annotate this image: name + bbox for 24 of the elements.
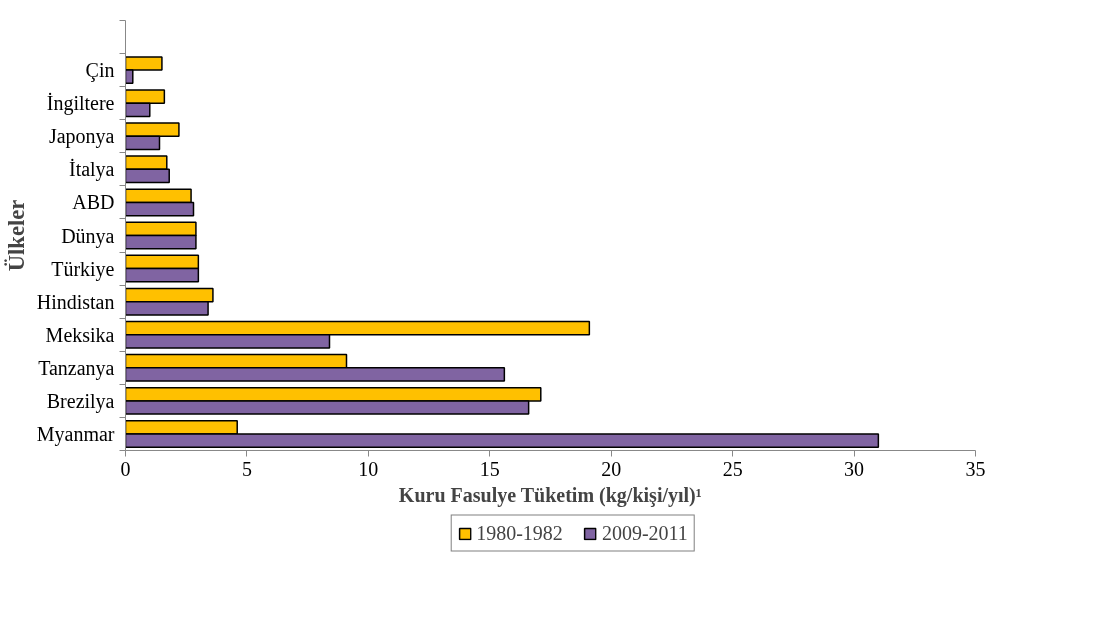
y-tick-label: İtalya — [68, 158, 115, 182]
y-tick-label: Tanzanya — [38, 356, 115, 380]
y-axis-title: Ülkeler — [3, 199, 29, 272]
y-tick-label: Türkiye — [51, 257, 115, 281]
legend-label: 2009-2011 — [601, 521, 688, 545]
y-tick-label: Brezilya — [46, 389, 115, 413]
x-tick-label: 30 — [844, 457, 865, 480]
y-tick-label: Japonya — [48, 125, 115, 149]
y-tick-label: Myanmar — [36, 422, 115, 446]
y-tick-label: Dünya — [61, 224, 115, 248]
x-tick-label: 10 — [358, 457, 379, 480]
legend-label: 1980-1982 — [476, 521, 563, 545]
x-tick-label: 15 — [479, 457, 500, 480]
y-tick-label: Çin — [85, 59, 115, 83]
y-tick-label: ABD — [72, 191, 115, 214]
x-axis-title: Kuru Fasulye Tüketim (kg/kişi/yıl)¹ — [398, 483, 702, 507]
x-tick-label: 25 — [722, 457, 743, 480]
y-tick-label: Meksika — [45, 323, 115, 346]
x-tick-label: 20 — [601, 457, 622, 480]
x-tick-label: 35 — [965, 457, 986, 480]
y-tick-label: İngiltere — [46, 92, 115, 116]
x-tick-label: 0 — [120, 457, 131, 480]
x-tick-label: 5 — [241, 457, 252, 480]
y-tick-label: Hindistan — [36, 290, 115, 313]
